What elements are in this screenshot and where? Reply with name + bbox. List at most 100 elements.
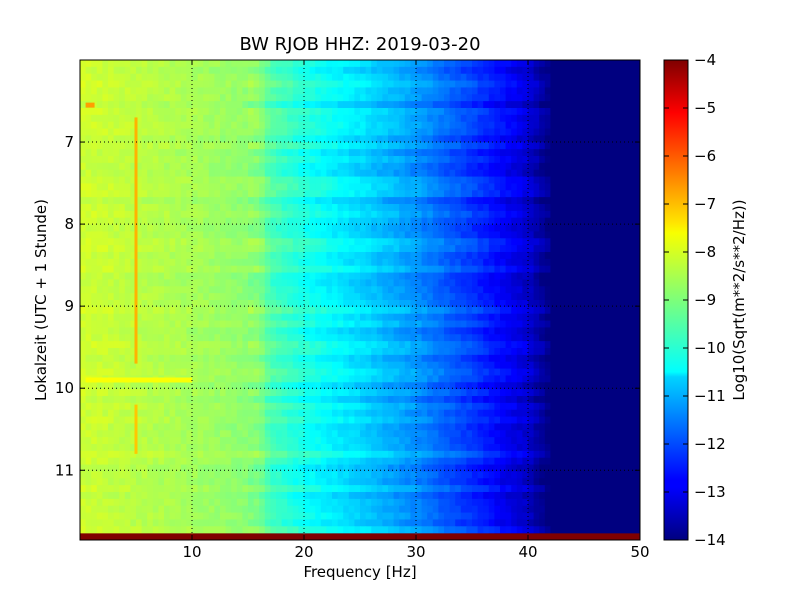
heatmap-cell (164, 279, 171, 287)
heatmap-cell (304, 341, 311, 349)
heatmap-cell (399, 94, 406, 102)
heatmap-cell (259, 210, 266, 219)
heatmap-cell (449, 210, 456, 219)
heatmap-cell (410, 135, 417, 143)
heatmap-cell (248, 348, 255, 356)
heatmap-cell (360, 73, 367, 82)
heatmap-cell (192, 94, 199, 102)
heatmap-cell (96, 382, 103, 390)
heatmap-cell (550, 210, 557, 219)
heatmap-cell (444, 327, 451, 335)
heatmap-cell (393, 272, 400, 281)
heatmap-cell (533, 149, 540, 157)
heatmap-cell (186, 142, 193, 150)
heatmap-cell (561, 286, 568, 294)
heatmap-cell (421, 183, 428, 191)
heatmap-cell (332, 341, 339, 349)
heatmap-cell (522, 197, 529, 205)
heatmap-cell (444, 238, 451, 246)
heatmap-cell (404, 108, 411, 116)
heatmap-cell (292, 217, 299, 226)
heatmap-cell (511, 348, 518, 356)
heatmap-cell (595, 217, 602, 226)
heatmap-cell (410, 197, 417, 205)
heatmap-cell (119, 245, 126, 253)
heatmap-cell (332, 334, 339, 342)
heatmap-cell (175, 252, 182, 260)
heatmap-cell (164, 368, 171, 377)
heatmap-cell (595, 197, 602, 205)
heatmap-cell (96, 149, 103, 157)
heatmap-cell (483, 272, 490, 281)
heatmap-cell (404, 327, 411, 335)
heatmap-cell (141, 382, 148, 390)
heatmap-cell (354, 245, 361, 253)
heatmap-cell (528, 272, 535, 281)
heatmap-cell (203, 73, 210, 82)
heatmap-cell (595, 252, 602, 260)
heatmap-cell (236, 286, 243, 294)
heatmap-cell (113, 238, 120, 246)
heatmap-cell (539, 108, 546, 116)
heatmap-cell (404, 169, 411, 178)
heatmap-cell (309, 320, 316, 329)
heatmap-cell (136, 217, 143, 226)
heatmap-cell (399, 348, 406, 356)
heatmap-cell (494, 66, 501, 75)
heatmap-cell (203, 142, 210, 150)
heatmap-cell (623, 272, 630, 281)
heatmap-cell (141, 231, 148, 239)
heatmap-cell (444, 245, 451, 253)
heatmap-cell (124, 128, 131, 137)
heatmap-cell (455, 286, 462, 294)
heatmap-cell (595, 108, 602, 116)
heatmap-cell (231, 135, 238, 143)
heatmap-cell (410, 204, 417, 212)
heatmap-cell (516, 149, 523, 157)
heatmap-cell (388, 121, 395, 130)
heatmap-cell (488, 382, 495, 390)
heatmap-cell (421, 128, 428, 137)
heatmap-cell (488, 114, 495, 123)
heatmap-cell (511, 265, 518, 274)
heatmap-cell (578, 341, 585, 349)
heatmap-cell (477, 156, 484, 164)
heatmap-cell (634, 320, 640, 329)
heatmap-cell (634, 265, 640, 274)
heatmap-cell (511, 190, 518, 198)
heatmap-cell (270, 73, 277, 82)
heatmap-cell (393, 80, 400, 89)
heatmap-cell (572, 73, 579, 82)
heatmap-cell (158, 348, 165, 356)
heatmap-cell (533, 279, 540, 287)
heatmap-cell (192, 279, 199, 287)
heatmap-cell (365, 73, 372, 82)
heatmap-cell (606, 231, 613, 239)
heatmap-cell (567, 293, 574, 301)
heatmap-cell (113, 265, 120, 274)
heatmap-cell (628, 121, 635, 130)
heatmap-cell (85, 334, 92, 342)
heatmap-cell (96, 210, 103, 219)
heatmap-cell (438, 389, 445, 397)
heatmap-cell (516, 279, 523, 287)
heatmap-cell (634, 293, 640, 301)
heatmap-cell (80, 128, 87, 137)
heatmap-cell (186, 286, 193, 294)
heatmap-cell (315, 306, 322, 315)
heatmap-cell (388, 341, 395, 349)
heatmap-cell (365, 375, 372, 383)
heatmap-cell (511, 217, 518, 226)
heatmap-cell (281, 169, 288, 178)
heatmap-cell (197, 300, 204, 308)
heatmap-cell (270, 361, 277, 370)
heatmap-cell (152, 190, 159, 198)
heatmap-cell (371, 382, 378, 390)
heatmap-cell (348, 265, 355, 274)
heatmap-cell (376, 101, 383, 109)
heatmap-cell (595, 368, 602, 377)
heatmap-cell (102, 101, 109, 109)
heatmap-cell (152, 73, 159, 82)
heatmap-cell (298, 348, 305, 356)
heatmap-cell (494, 354, 501, 363)
